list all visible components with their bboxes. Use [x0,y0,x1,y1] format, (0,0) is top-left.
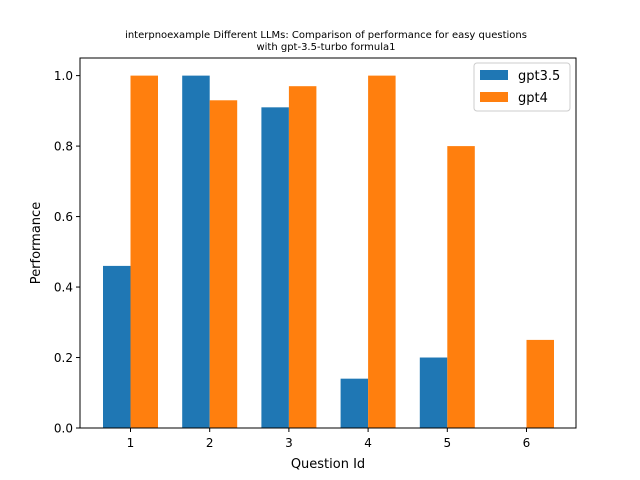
legend-label-gpt4: gpt4 [518,91,548,106]
y-axis-ticks: 0.0 0.2 0.4 0.6 0.8 1.0 [54,69,80,436]
x-tick-label: 1 [127,436,135,450]
bar-gpt3-5-q2 [182,75,210,429]
plot-area-frame [79,57,577,429]
y-tick-label: 0.4 [54,281,73,295]
y-tick-label: 0.6 [54,210,73,224]
y-tick-label: 0.8 [54,140,73,154]
bar-gpt3-5-q3 [261,107,289,428]
x-tick-label: 4 [364,436,372,450]
chart-title-line-1: interpnoexample Different LLMs: Comparis… [125,30,527,41]
y-tick-label: 0.0 [54,422,73,436]
bar-gpt4-q3 [288,86,317,428]
y-tick-label: 1.0 [54,69,73,83]
x-axis-label: Question Id [291,457,365,472]
bar-gpt3-5-q5 [419,357,448,428]
x-tick-label: 5 [443,436,451,450]
legend-swatch-gpt3-5 [480,70,508,80]
x-tick-label: 2 [206,436,214,450]
y-axis-label: Performance [29,202,44,284]
bar-gpt4-q5 [447,146,475,428]
bar-gpt4-q2 [209,100,238,428]
legend-swatch-gpt4 [480,92,508,102]
y-tick-label: 0.2 [54,351,73,365]
bars-group [103,75,554,429]
x-tick-label: 3 [285,436,293,450]
bar-gpt3-5-q1 [103,265,131,428]
chart-title-line-2: with gpt-3.5-turbo formula1 [256,42,395,53]
legend-label-gpt3-5: gpt3.5 [518,69,560,84]
bar-gpt4-q6 [526,339,554,428]
legend: gpt3.5 gpt4 [473,62,571,112]
bar-gpt4-q4 [368,75,396,429]
x-tick-label: 6 [523,436,531,450]
bar-gpt4-q1 [130,75,158,429]
x-axis-ticks: 1 2 3 4 5 6 [127,428,531,450]
bar-gpt3-5-q4 [340,378,369,428]
